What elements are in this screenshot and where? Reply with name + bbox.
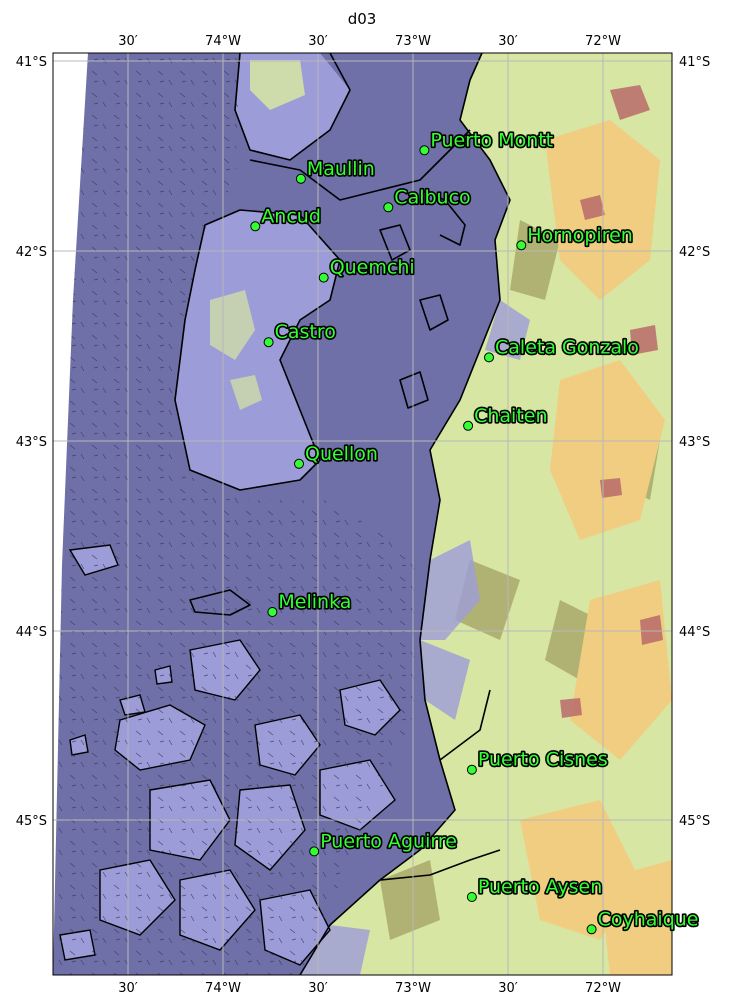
city-label: Castro (275, 321, 336, 343)
lat-tick-label: 42°S (679, 245, 710, 260)
city-marker (267, 607, 278, 617)
city-label: Puerto Cisnes (478, 749, 608, 771)
chiloe-island (175, 210, 340, 490)
lat-tick-label: 45°S (679, 814, 710, 829)
lon-ticks-bottom: 30′ 74°W 30′ 73°W 30′ 72°W (118, 981, 621, 996)
lon-tick-label: 73°W (395, 34, 431, 49)
lon-tick-label: 74°W (205, 981, 241, 996)
city-label: Maullin (307, 158, 375, 180)
city-marker (383, 202, 394, 213)
city-marker (466, 892, 477, 902)
lat-tick-label: 44°S (679, 625, 710, 640)
graticule (53, 53, 672, 975)
city-label: Puerto Montt (430, 129, 553, 151)
plot-frame (52, 52, 673, 976)
lon-tick-label: 30′ (118, 34, 138, 49)
city-marker (250, 221, 261, 232)
lon-tick-label: 73°W (395, 981, 431, 996)
city-label: Quellon (305, 443, 378, 465)
lat-tick-label: 41°S (16, 55, 47, 70)
city-marker (484, 352, 494, 363)
lat-tick-label: 45°S (16, 814, 47, 829)
city-marker (586, 924, 597, 935)
city-marker (309, 846, 320, 857)
coastlines (174, 53, 511, 975)
city-marker (419, 145, 430, 156)
city-label: Puerto Aysen (478, 876, 602, 898)
lon-tick-label: 30′ (118, 981, 138, 996)
city-marker (318, 272, 329, 283)
map-plot-area (53, 53, 672, 975)
lon-tick-label: 30′ (308, 34, 328, 49)
city-label: Coyhaique (598, 908, 699, 930)
lat-tick-label: 43°S (16, 435, 47, 450)
city-marker (294, 458, 304, 469)
lon-tick-label: 72°W (585, 981, 621, 996)
lon-tick-label: 74°W (205, 34, 241, 49)
city-label: Chaiten (474, 405, 547, 427)
lon-ticks-top: 30′ 74°W 30′ 73°W 30′ 72°W (118, 34, 621, 49)
city-label: Puerto Aguirre (320, 830, 457, 852)
city-label: Quemchi (330, 257, 415, 279)
city-label: Ancud (261, 205, 321, 227)
map-title: d03 (348, 10, 377, 28)
city-marker (463, 420, 474, 431)
city-marker (516, 240, 527, 251)
lat-tick-label: 42°S (16, 245, 47, 260)
lon-tick-label: 72°W (585, 34, 621, 49)
lon-tick-label: 30′ (308, 981, 328, 996)
city-marker (263, 337, 274, 348)
lat-ticks-left: 41°S 42°S 43°S 44°S 45°S (16, 55, 47, 829)
lon-tick-label: 30′ (498, 34, 518, 49)
lat-tick-label: 41°S (679, 55, 710, 70)
city-marker (295, 173, 306, 184)
lat-tick-label: 44°S (16, 625, 47, 640)
mainland-terrain (300, 53, 672, 975)
lat-tick-label: 43°S (679, 435, 710, 450)
lat-ticks-right: 41°S 42°S 43°S 44°S 45°S (679, 55, 710, 829)
city-markers: Puerto Montt Maullin Calbuco Ancud Hornopire… (250, 128, 700, 935)
city-label: Caleta Gonzalo (495, 336, 639, 358)
city-label: Melinka (278, 591, 351, 613)
lon-tick-label: 30′ (498, 981, 518, 996)
city-label: Hornopiren (527, 224, 633, 246)
city-label: Calbuco (394, 186, 470, 208)
city-marker (466, 764, 477, 775)
